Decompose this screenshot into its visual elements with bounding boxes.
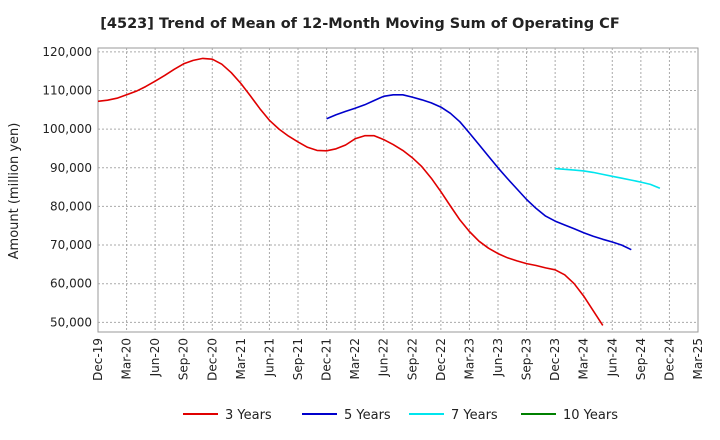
x-tick-label: Jun-22 [377,338,391,377]
x-axis-ticks: Dec-19 Mar-20 Jun-20 Sep-20 Dec-20 Mar-21 Jun-… [91,338,705,381]
y-tick-label: 50,000 [50,315,92,329]
x-tick-label: Mar-25 [691,338,705,379]
y-axis-ticks: 50,000 60,000 70,000 80,000 90,000 100,000 110… [42,45,92,329]
legend: 3 Years 5 Years 7 Years 10 Years [183,408,618,423]
x-tick-label: Mar-23 [462,338,476,379]
y-tick-label: 70,000 [50,238,92,252]
x-tick-label: Jun-20 [148,338,162,377]
series-line-7-years [555,167,661,190]
legend-label: 3 Years [225,408,272,423]
x-tick-label: Sep-21 [291,338,305,380]
x-tick-label: Mar-24 [577,338,591,379]
legend-label: 5 Years [344,408,391,423]
x-tick-label: Sep-22 [405,338,419,380]
x-tick-label: Jun-24 [605,338,619,377]
x-tick-label: Mar-20 [120,338,134,379]
x-tick-label: Dec-23 [548,338,562,381]
plot-area [97,47,699,333]
y-tick-label: 90,000 [50,161,92,175]
y-tick-label: 120,000 [42,45,92,59]
grid-layer [98,48,698,332]
y-tick-label: 110,000 [42,84,92,98]
chart-title: [4523] Trend of Mean of 12-Month Moving … [100,16,619,32]
x-tick-label: Jun-21 [262,338,276,377]
legend-label: 7 Years [451,408,498,423]
y-tick-label: 60,000 [50,277,92,291]
x-tick-label: Sep-23 [520,338,534,380]
x-tick-label: Jun-23 [491,338,505,377]
x-tick-label: Sep-20 [177,338,191,380]
y-tick-label: 80,000 [50,199,92,213]
series-line-3-years [97,57,604,326]
x-tick-label: Dec-19 [91,338,105,381]
x-tick-label: Mar-22 [348,338,362,379]
y-axis-label: Amount (million yen) [7,123,22,260]
y-tick-label: 100,000 [42,122,92,136]
x-tick-label: Dec-21 [320,338,334,381]
series-layer [97,57,661,326]
x-tick-label: Sep-24 [634,338,648,380]
legend-label: 10 Years [563,408,618,423]
x-tick-label: Dec-20 [205,338,219,381]
series-line-5-years [326,94,632,251]
x-tick-label: Mar-21 [234,338,248,379]
x-tick-label: Dec-22 [434,338,448,381]
x-tick-label: Dec-24 [662,338,676,381]
